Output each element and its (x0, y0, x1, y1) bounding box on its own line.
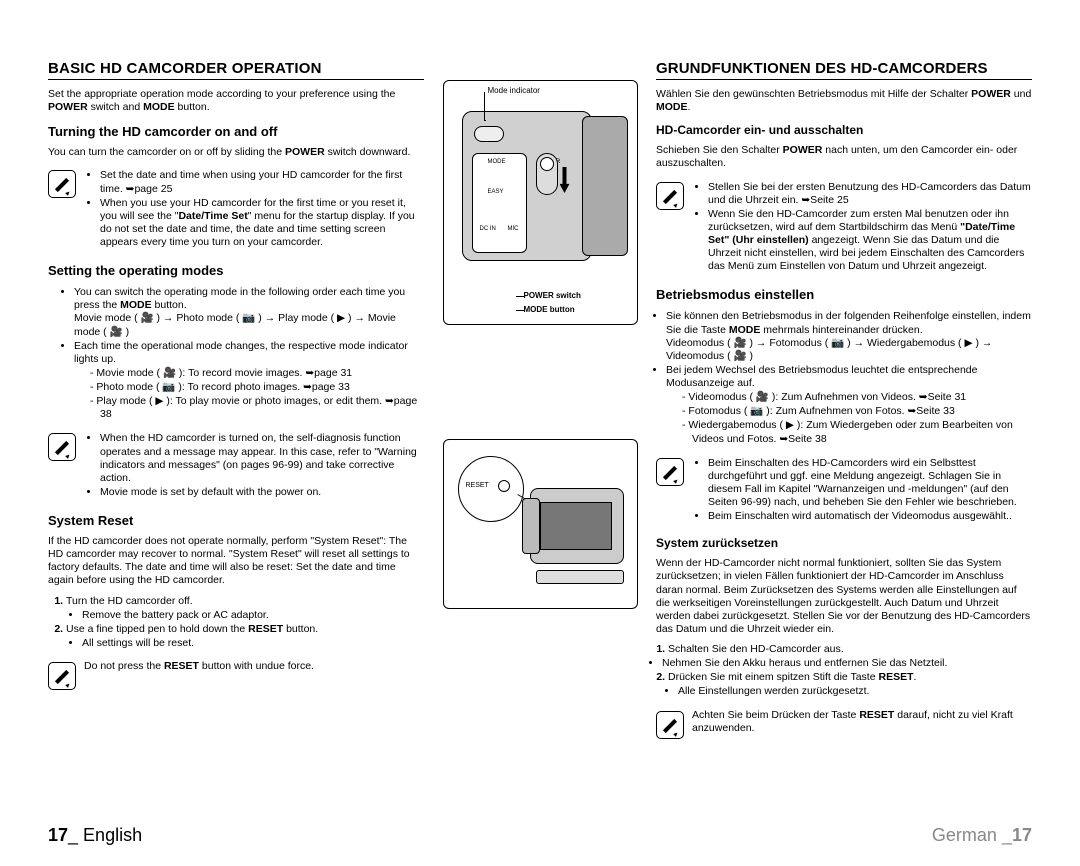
note-bullet: Wenn Sie den HD-Camcorder zum ersten Mal… (708, 208, 1032, 274)
heading-reset-de: System zurücksetzen (656, 536, 1032, 550)
modes-bullet: Bei jedem Wechsel des Betriebsmodus leuc… (666, 364, 1032, 446)
reset-sub: Nehmen Sie den Akku heraus und entfernen… (662, 657, 1032, 670)
mode-sequence: Movie mode ( 🎥 ) → Photo mode ( 📷 ) → Pl… (74, 312, 424, 338)
modes-dash: Play mode ( ▶ ): To play movie or photo … (100, 395, 424, 421)
note-icon (48, 433, 76, 461)
two-column-layout: BASIC HD CAMCORDER OPERATION Set the app… (48, 60, 1032, 815)
reset-step: Turn the HD camcorder off. Remove the ba… (66, 595, 424, 622)
modes-bullet: Sie können den Betriebsmodus in der folg… (666, 310, 1032, 363)
on-off-body-en: You can turn the camcorder on or off by … (48, 146, 424, 159)
note-icon (48, 170, 76, 198)
modes-dash: Wiedergabemodus ( ▶ ): Zum Wiedergeben o… (692, 419, 1032, 445)
note-bullet: Stellen Sie bei der ersten Benutzung des… (708, 181, 1032, 207)
manual-page: BASIC HD CAMCORDER OPERATION Set the app… (0, 0, 1080, 866)
german-column: GRUNDFUNKTIONEN DES HD-CAMCORDERS Wählen… (656, 60, 1032, 815)
note-bullet: When you use your HD camcorder for the f… (100, 197, 424, 250)
page-number-de: German _17 (932, 825, 1032, 846)
note-icon (656, 458, 684, 486)
note-bullet: Beim Einschalten wird automatisch der Vi… (708, 510, 1032, 523)
figure-camcorder-power: Mode indicator MODE POWER EASY DC IN MIC (443, 80, 638, 325)
note-bullet: Set the date and time when using your HD… (100, 169, 424, 195)
note-icon (48, 662, 76, 690)
on-off-body-de: Schieben Sie den Schalter POWER nach unt… (656, 144, 1032, 170)
modes-dash: Fotomodus ( 📷 ): Zum Aufnehmen von Fotos… (692, 405, 1032, 418)
heading-grundfunktionen: GRUNDFUNKTIONEN DES HD-CAMCORDERS (656, 60, 1032, 80)
label-mode-indicator: Mode indicator (488, 87, 540, 95)
note-icon (656, 182, 684, 210)
reset-sub: Remove the battery pack or AC adaptor. (82, 609, 424, 622)
intro-text-en: Set the appropriate operation mode accor… (48, 88, 424, 114)
reset-step: Schalten Sie den HD-Camcorder aus. Nehme… (668, 643, 1032, 670)
note-bullet: Movie mode is set by default with the po… (100, 486, 424, 499)
reset-body-en: If the HD camcorder does not operate nor… (48, 535, 424, 588)
heading-on-off-en: Turning the HD camcorder on and off (48, 124, 424, 139)
modes-dash: Movie mode ( 🎥 ): To record movie images… (100, 367, 424, 380)
reset-step: Use a fine tipped pen to hold down the R… (66, 623, 424, 650)
reset-sub: All settings will be reset. (82, 637, 424, 650)
english-column: BASIC HD CAMCORDER OPERATION Set the app… (48, 60, 424, 815)
note-3-de: Achten Sie beim Drücken der Taste RESET … (656, 709, 1032, 739)
modes-bullet: You can switch the operating mode in the… (74, 286, 424, 339)
heading-modes-de: Betriebsmodus einstellen (656, 287, 1032, 302)
figure-column: Mode indicator MODE POWER EASY DC IN MIC (440, 60, 640, 815)
label-mode-button: MODE button (524, 305, 575, 314)
page-footer: 17_ English German _17 (48, 815, 1032, 846)
heading-reset-en: System Reset (48, 513, 424, 528)
heading-basic-operation: BASIC HD CAMCORDER OPERATION (48, 60, 424, 80)
note-bullet: When the HD camcorder is turned on, the … (100, 432, 424, 485)
figure-reset: RESET (443, 439, 638, 609)
reset-step: Drücken Sie mit einem spitzen Stift die … (668, 671, 1032, 698)
reset-sub: Alle Einstellungen werden zurückgesetzt. (678, 685, 1032, 698)
mode-sequence: Videomodus ( 🎥 ) → Fotomodus ( 📷 ) → Wie… (666, 337, 1032, 363)
note-icon (656, 711, 684, 739)
modes-bullet: Each time the operational mode changes, … (74, 340, 424, 422)
modes-dash: Photo mode ( 📷 ): To record photo images… (100, 381, 424, 394)
note-bullet: Beim Einschalten des HD-Camcorders wird … (708, 457, 1032, 510)
note-2-en: When the HD camcorder is turned on, the … (48, 431, 424, 500)
note-1-en: Set the date and time when using your HD… (48, 168, 424, 250)
label-reset: RESET (466, 482, 489, 489)
note-1-de: Stellen Sie bei der ersten Benutzung des… (656, 180, 1032, 275)
intro-text-de: Wählen Sie den gewünschten Betriebsmodus… (656, 88, 1032, 114)
heading-modes-en: Setting the operating modes (48, 263, 424, 278)
heading-on-off-de: HD-Camcorder ein- und ausschalten (656, 123, 1032, 137)
label-power-switch: POWER switch (524, 291, 581, 300)
note-2-de: Beim Einschalten des HD-Camcorders wird … (656, 456, 1032, 525)
page-number-en: 17_ English (48, 825, 142, 846)
note-3-en: Do not press the RESET button with undue… (48, 660, 424, 690)
modes-dash: Videomodus ( 🎥 ): Zum Aufnehmen von Vide… (692, 391, 1032, 404)
reset-body-de: Wenn der HD-Camcorder nicht normal funkt… (656, 557, 1032, 636)
